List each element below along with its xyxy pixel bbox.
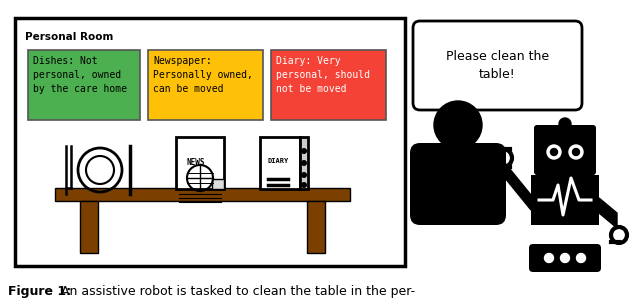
Circle shape (301, 182, 307, 188)
Bar (212, 179, 224, 189)
Bar (446, 143, 470, 158)
Text: Personal Room: Personal Room (25, 32, 113, 42)
Bar (176, 137, 224, 189)
Polygon shape (445, 103, 475, 121)
Text: Please clean the
table!: Please clean the table! (446, 50, 549, 81)
Circle shape (434, 101, 482, 149)
Circle shape (569, 145, 583, 159)
Bar (148, 50, 263, 120)
Text: An assistive robot is tasked to clean the table in the per-: An assistive robot is tasked to clean th… (57, 285, 415, 298)
Circle shape (573, 149, 579, 156)
Circle shape (301, 148, 307, 154)
FancyBboxPatch shape (410, 143, 506, 225)
Circle shape (547, 145, 561, 159)
Text: Newspaper:
Personally owned,
can be moved: Newspaper: Personally owned, can be move… (153, 56, 253, 94)
Circle shape (559, 118, 571, 130)
Circle shape (545, 253, 554, 262)
Bar (300, 137, 308, 189)
Bar (28, 50, 140, 120)
Text: Dishes: Not
personal, owned
by the care home: Dishes: Not personal, owned by the care … (33, 56, 127, 94)
Text: Figure 1:: Figure 1: (8, 285, 71, 298)
Polygon shape (505, 163, 531, 210)
Bar (260, 137, 300, 189)
Circle shape (561, 253, 570, 262)
Bar (80, 201, 98, 253)
Polygon shape (599, 198, 617, 228)
Circle shape (577, 253, 586, 262)
Circle shape (301, 160, 307, 166)
Bar (55, 188, 350, 201)
Bar (531, 175, 599, 225)
Bar (15, 18, 405, 266)
Text: DIARY: DIARY (268, 158, 289, 164)
FancyBboxPatch shape (529, 244, 601, 272)
Text: Diary: Very
personal, should
not be moved: Diary: Very personal, should not be move… (276, 56, 370, 94)
Bar (307, 201, 325, 253)
Text: NEWS: NEWS (187, 158, 205, 167)
Bar (271, 50, 386, 120)
FancyBboxPatch shape (534, 125, 596, 175)
FancyBboxPatch shape (413, 21, 582, 110)
Circle shape (550, 149, 557, 156)
Circle shape (301, 172, 307, 178)
